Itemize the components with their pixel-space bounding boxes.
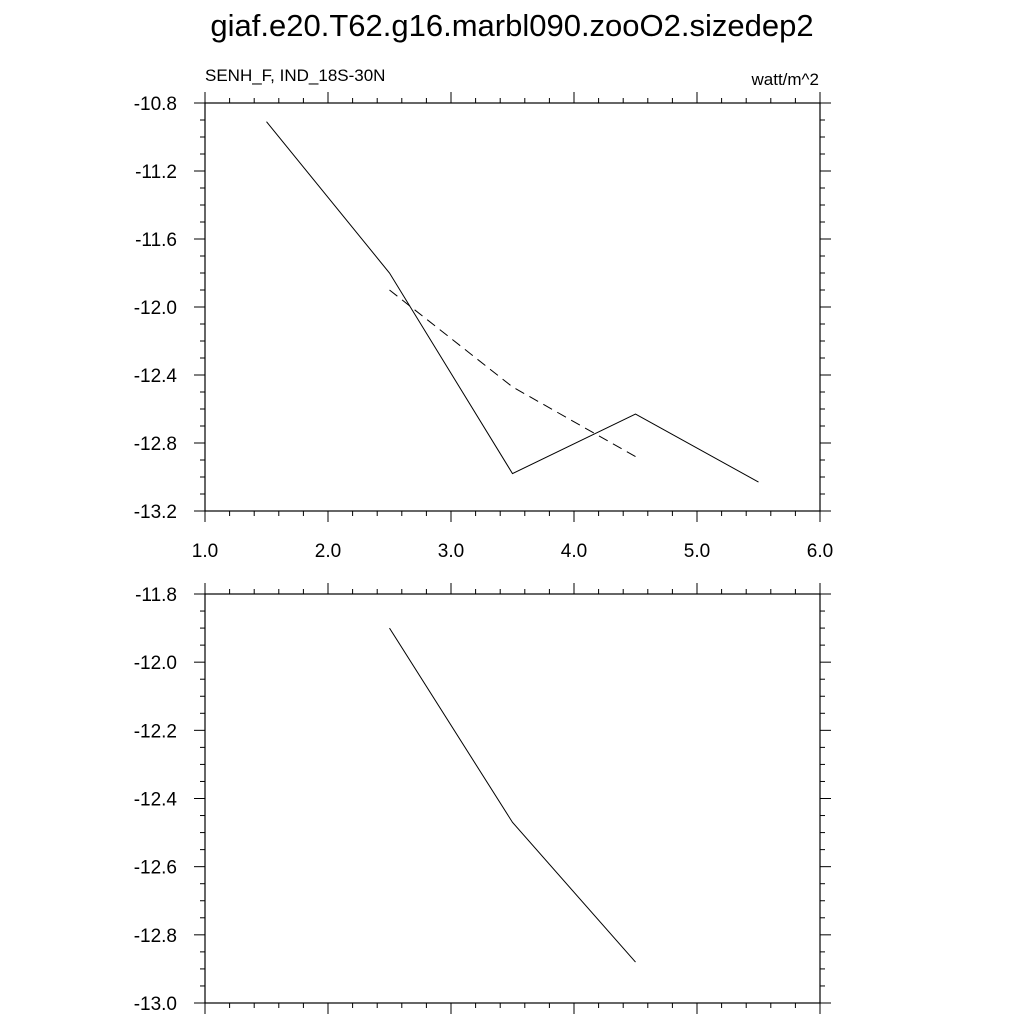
plot-frame-2 xyxy=(204,593,821,1004)
top-panel-units-label: watt/m^2 xyxy=(751,70,820,89)
top-panel-left-label: SENH_F, IND_18S-30N xyxy=(205,66,386,85)
x-tick-label: 5.0 xyxy=(684,541,710,562)
y-tick-label: -12.2 xyxy=(134,721,177,742)
y-tick-label: -11.2 xyxy=(135,162,177,183)
y-tick-label: -13.0 xyxy=(134,994,177,1015)
plot-frame-1 xyxy=(204,102,821,512)
series-line-1-1 xyxy=(266,121,759,483)
x-tick-label: 1.0 xyxy=(192,541,218,562)
y-tick-label: -13.2 xyxy=(134,502,177,523)
x-tick-label: 6.0 xyxy=(807,541,833,562)
y-tick-label: -12.4 xyxy=(134,790,178,811)
y-tick-label: -12.0 xyxy=(134,653,177,674)
x-tick-label: 3.0 xyxy=(438,541,464,562)
y-tick-label: -11.6 xyxy=(135,230,177,251)
y-tick-label: -10.8 xyxy=(134,94,177,115)
x-tick-label: 4.0 xyxy=(561,541,587,562)
series-line-1-2 xyxy=(389,289,636,458)
y-tick-label: -12.6 xyxy=(134,858,177,879)
y-tick-label: -12.8 xyxy=(134,434,177,455)
y-tick-label: -12.0 xyxy=(134,298,177,319)
y-tick-label: -12.4 xyxy=(134,366,178,387)
y-tick-label: -12.8 xyxy=(134,926,177,947)
x-tick-label: 2.0 xyxy=(315,541,341,562)
chart-title: giaf.e20.T62.g16.marbl090.zooO2.sizedep2 xyxy=(210,8,814,43)
series-line-2-1 xyxy=(389,627,636,963)
y-tick-label: -11.8 xyxy=(135,585,177,606)
